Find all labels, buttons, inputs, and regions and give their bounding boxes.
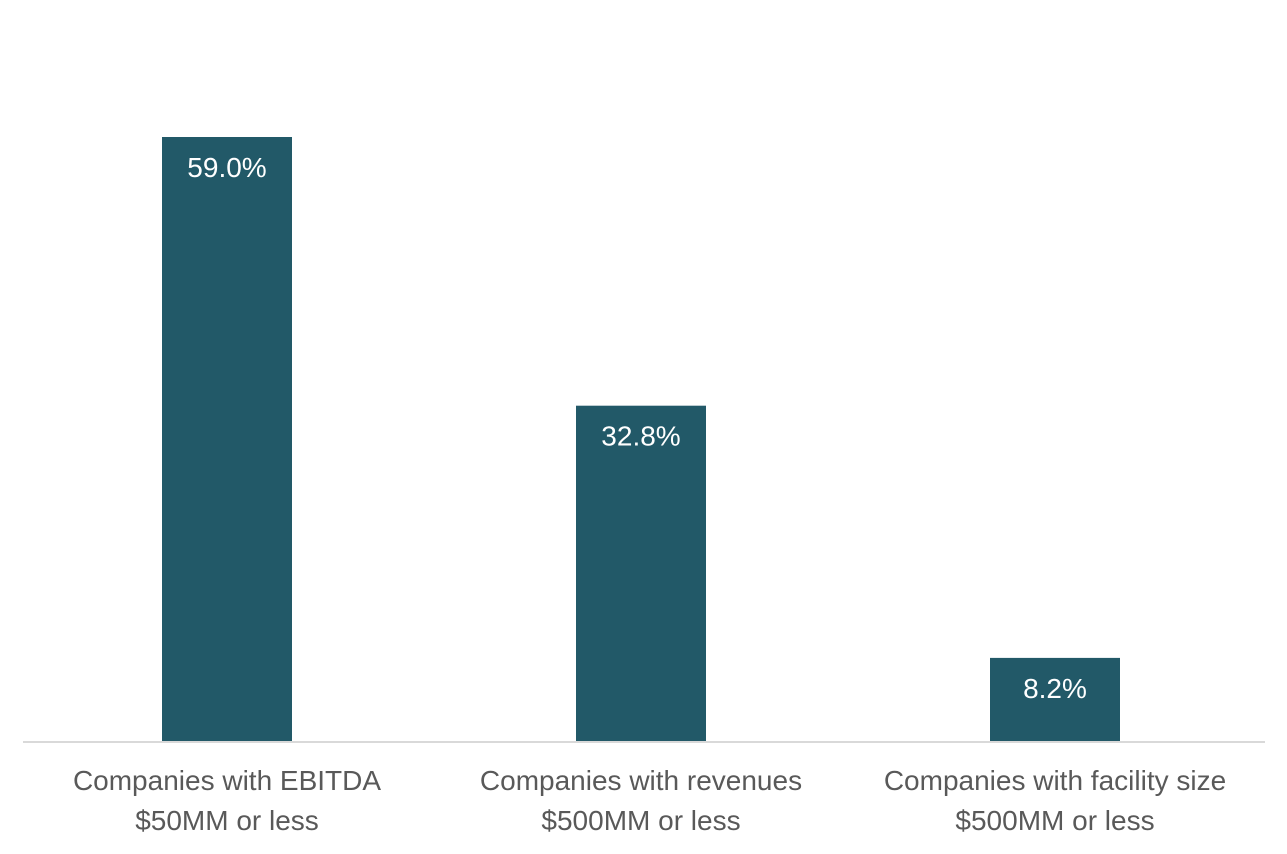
category-label-2-line-1: Companies with revenues [480,765,802,796]
category-label-2-line-2: $500MM or less [541,805,740,836]
category-label-3-line-2: $500MM or less [955,805,1154,836]
category-label-1-line-2: $50MM or less [135,805,319,836]
value-labels-group: 59.0% 32.8% 8.2% [187,152,1087,704]
bar-2 [576,405,706,742]
category-labels-group: Companies with EBITDA $50MM or less Compan… [73,765,1226,836]
bar-3 [990,657,1120,742]
category-label-3-line-1: Companies with facility size [884,765,1226,796]
bars-group [162,137,1120,742]
bar-value-label-2: 32.8% [601,421,680,452]
bar-value-label-1: 59.0% [187,152,266,183]
bar-1 [162,137,292,742]
bar-value-label-3: 8.2% [1023,673,1087,704]
category-label-1-line-1: Companies with EBITDA [73,765,381,796]
